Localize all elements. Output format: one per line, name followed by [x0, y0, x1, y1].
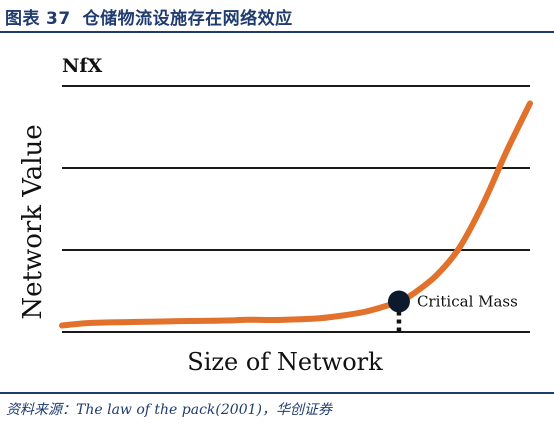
header-rule — [0, 31, 554, 33]
figure-number: 37 — [46, 9, 71, 29]
critical-mass-marker — [387, 290, 410, 313]
source-note: 资料来源：The law of the pack(2001)，华创证券 — [6, 402, 332, 418]
corner-label: NfX — [62, 55, 103, 77]
network-value-line — [59, 100, 533, 329]
network-effect-chart: NfX Network Value Critical Mass Size of … — [18, 55, 533, 376]
y-axis-label: Network Value — [18, 124, 48, 319]
figure-header: 图表 37 仓储物流设施存在网络效应 — [0, 0, 554, 30]
x-axis-label: Size of Network — [187, 348, 383, 376]
figure-title-text: 仓储物流设施存在网络效应 — [82, 9, 293, 29]
critical-mass-label: Critical Mass — [417, 293, 518, 311]
footer-rule — [0, 392, 554, 394]
figure-label: 图表 — [5, 9, 40, 29]
gridlines — [62, 85, 530, 333]
figure-title: 图表 37 仓储物流设施存在网络效应 — [5, 4, 293, 29]
